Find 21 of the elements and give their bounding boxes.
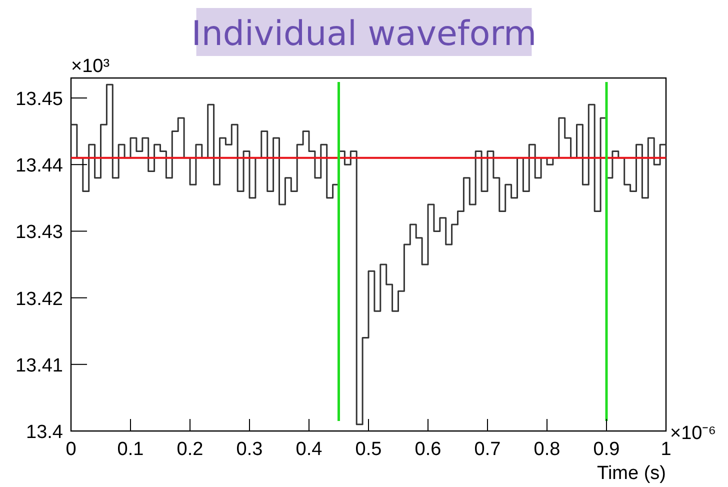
x-axis-title: Time (s) xyxy=(597,463,666,484)
y-tick-label: 13.43 xyxy=(15,222,63,244)
chart-title: Individual waveform xyxy=(191,14,537,54)
x-tick-label: 0.9 xyxy=(593,439,620,460)
x-tick-label: 0.1 xyxy=(117,439,144,460)
x-tick-label: 0.2 xyxy=(176,439,204,460)
x-tick-label: 0.4 xyxy=(296,439,323,460)
text: ×10⁻⁶ xyxy=(670,423,716,444)
y-tick-label: 13.41 xyxy=(15,355,63,376)
x-tick-label: 1 xyxy=(660,439,672,460)
x-tick-label: 0.5 xyxy=(355,439,382,460)
text: ×10³ xyxy=(71,56,110,77)
y-tick-label: 13.42 xyxy=(15,288,63,310)
x-tick-label: 0 xyxy=(66,439,76,460)
y-tick-label: 13.4 xyxy=(26,422,64,443)
x-tick-label: 0.3 xyxy=(236,439,263,460)
x-tick-label: 0.8 xyxy=(534,439,560,460)
y-tick-label: 13.45 xyxy=(15,88,63,110)
y-tick-label: 13.44 xyxy=(15,156,64,177)
x-tick-label: 0.7 xyxy=(474,439,501,460)
x-tick-label: 0.6 xyxy=(414,439,442,460)
